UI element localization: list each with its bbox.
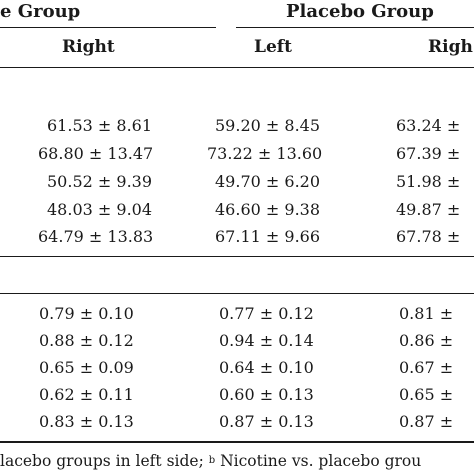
col-header-left: Left (254, 37, 292, 57)
cell-c2: 67.11 ± 9.66 (215, 227, 321, 246)
group-rule-nicotine (0, 27, 216, 28)
cell-c3: 0.65 ± (399, 385, 454, 404)
table-footnote: lacebo groups in left side; b Nicotine v… (0, 452, 421, 470)
cell-c3: 49.87 ± (396, 200, 461, 219)
col-header-right-2: Righ (428, 37, 473, 57)
cell-c2: 0.87 ± 0.13 (219, 412, 314, 431)
footnote-text-b: Nicotine vs. placebo grou (215, 452, 422, 470)
cell-c1: 0.62 ± 0.11 (39, 385, 134, 404)
cell-c2: 46.60 ± 9.38 (215, 200, 321, 219)
cell-c1: 68.80 ± 13.47 (38, 144, 154, 163)
section2-rule (0, 293, 474, 294)
cell-c2: 0.64 ± 0.10 (219, 358, 314, 377)
footnote-marker-b: b (208, 455, 216, 466)
group-rule-placebo (236, 27, 474, 28)
cell-c1: 0.79 ± 0.10 (39, 304, 134, 323)
group-header-placebo: Placebo Group (286, 1, 434, 22)
cell-c3: 0.81 ± (399, 304, 454, 323)
cell-c1: 0.65 ± 0.09 (39, 358, 134, 377)
cell-c2: 0.94 ± 0.14 (219, 331, 314, 350)
cell-c1: 0.88 ± 0.12 (39, 331, 134, 350)
col-header-right: Right (62, 37, 115, 57)
cell-c3: 67.78 ± (396, 227, 461, 246)
cell-c1: 61.53 ± 8.61 (47, 116, 153, 135)
group-header-nicotine: e Group (0, 1, 81, 22)
cell-c2: 73.22 ± 13.60 (207, 144, 323, 163)
cell-c3: 0.67 ± (399, 358, 454, 377)
cell-c2: 0.60 ± 0.13 (219, 385, 314, 404)
cell-c3: 0.86 ± (399, 331, 454, 350)
cell-c3: 67.39 ± (396, 144, 461, 163)
cell-c1: 0.83 ± 0.13 (39, 412, 134, 431)
cell-c1: 48.03 ± 9.04 (47, 200, 153, 219)
header-rule (0, 67, 474, 68)
cell-c1: 50.52 ± 9.39 (47, 172, 153, 191)
cell-c3: 63.24 ± (396, 116, 461, 135)
table-bottom-rule (0, 441, 474, 443)
cell-c2: 0.77 ± 0.12 (219, 304, 314, 323)
section1-rule (0, 256, 474, 257)
cell-c3: 51.98 ± (396, 172, 461, 191)
cell-c1: 64.79 ± 13.83 (38, 227, 154, 246)
cell-c2: 49.70 ± 6.20 (215, 172, 321, 191)
cell-c3: 0.87 ± (399, 412, 454, 431)
cell-c2: 59.20 ± 8.45 (215, 116, 321, 135)
footnote-text-a: lacebo groups in left side; (0, 452, 209, 470)
